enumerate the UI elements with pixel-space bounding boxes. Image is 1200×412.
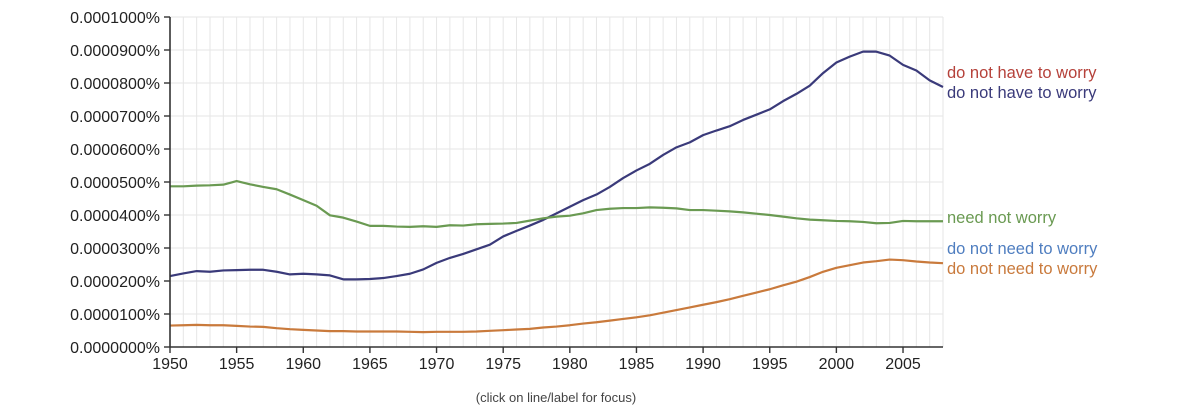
x-tick-label: 1975 <box>485 356 521 373</box>
series-lines <box>169 50 944 334</box>
x-tick-label: 1960 <box>285 356 321 373</box>
series-label-do-not-need-to-worry[interactable]: do not need to worry <box>947 240 1098 258</box>
x-tick-label: 1985 <box>619 356 655 373</box>
y-tick-label: 0.0000400% <box>70 208 160 225</box>
x-tick-label: 1955 <box>219 356 255 373</box>
series-label-do-not-have-to-worry[interactable]: do not have to worry <box>947 64 1097 82</box>
x-tick-label: 1980 <box>552 356 588 373</box>
y-tick-label: 0.0000300% <box>70 241 160 258</box>
series-line-do-not-need-to-worry[interactable] <box>169 258 944 334</box>
y-tick-label: 0.0000200% <box>70 274 160 291</box>
grid <box>170 16 944 347</box>
x-axis-ticks: 1950 1955 1960 1965 1970 1975 1980 1985 1990 1995… <box>152 347 921 373</box>
series-line-do-not-have-to-worry[interactable] <box>169 50 944 281</box>
x-tick-label: 1995 <box>752 356 788 373</box>
focus-hint: (click on line/label for focus) <box>475 390 637 405</box>
y-tick-label: 0.0000000% <box>70 340 160 357</box>
series-labels: do not have to worry do not have to worry… <box>947 64 1098 278</box>
y-tick-label: 0.0000700% <box>70 109 160 126</box>
series-label-do-not-have-to-worry[interactable]: do not have to worry <box>947 84 1097 102</box>
y-tick-label: 0.0001000% <box>70 10 160 27</box>
x-tick-label: 2005 <box>885 356 921 373</box>
x-tick-label: 1950 <box>152 356 188 373</box>
series-label-do-not-need-to-worry[interactable]: do not need to worry <box>947 260 1098 278</box>
x-tick-label: 2000 <box>819 356 855 373</box>
y-tick-label: 0.0000800% <box>70 76 160 93</box>
y-tick-label: 0.0000900% <box>70 43 160 60</box>
y-axis-ticks: 0.0000000% 0.0000100% 0.0000200% 0.0000300%… <box>70 10 170 357</box>
x-tick-label: 1970 <box>419 356 455 373</box>
y-tick-label: 0.0000100% <box>70 307 160 324</box>
y-tick-label: 0.0000600% <box>70 142 160 159</box>
y-tick-label: 0.0000500% <box>70 175 160 192</box>
series-line-need-not-worry[interactable] <box>170 179 943 228</box>
x-tick-label: 1965 <box>352 356 388 373</box>
series-label-need-not-worry[interactable]: need not worry <box>947 209 1057 227</box>
x-tick-label: 1990 <box>685 356 721 373</box>
